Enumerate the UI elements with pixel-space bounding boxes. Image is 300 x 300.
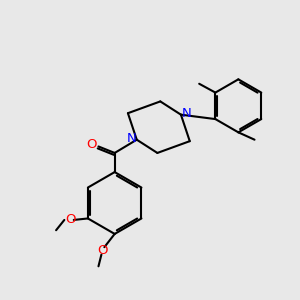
- Text: O: O: [66, 213, 76, 226]
- Text: N: N: [127, 132, 136, 145]
- Text: O: O: [97, 244, 108, 256]
- Text: O: O: [87, 138, 97, 151]
- Text: N: N: [181, 107, 191, 120]
